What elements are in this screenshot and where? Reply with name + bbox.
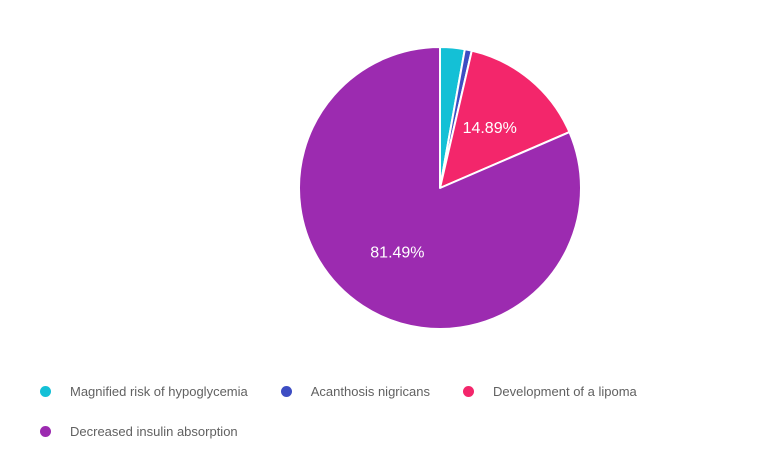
legend-label: Decreased insulin absorption [70, 424, 238, 439]
legend-item-2[interactable]: Development of a lipoma [462, 383, 637, 400]
slice-label-3: 81.49% [370, 244, 424, 261]
legend-label: Acanthosis nigricans [310, 384, 430, 399]
legend-dot-icon [280, 386, 292, 397]
legend: Magnified risk of hypoglycemia Acanthosis… [40, 383, 708, 440]
slice-label-2: 14.89% [463, 120, 517, 137]
legend-label: Development of a lipoma [492, 384, 637, 399]
legend-dot-icon [462, 386, 474, 397]
pie-slice-2[interactable] [439, 49, 571, 189]
legend-dot-icon [40, 386, 51, 397]
legend-item-3[interactable]: Decreased insulin absorption [40, 423, 238, 440]
legend-dot-icon [40, 426, 51, 437]
pie-slice-3[interactable] [298, 46, 582, 330]
legend-item-1[interactable]: Acanthosis nigricans [280, 383, 430, 400]
legend-item-0[interactable]: Magnified risk of hypoglycemia [40, 383, 248, 400]
legend-label: Magnified risk of hypoglycemia [70, 384, 248, 399]
